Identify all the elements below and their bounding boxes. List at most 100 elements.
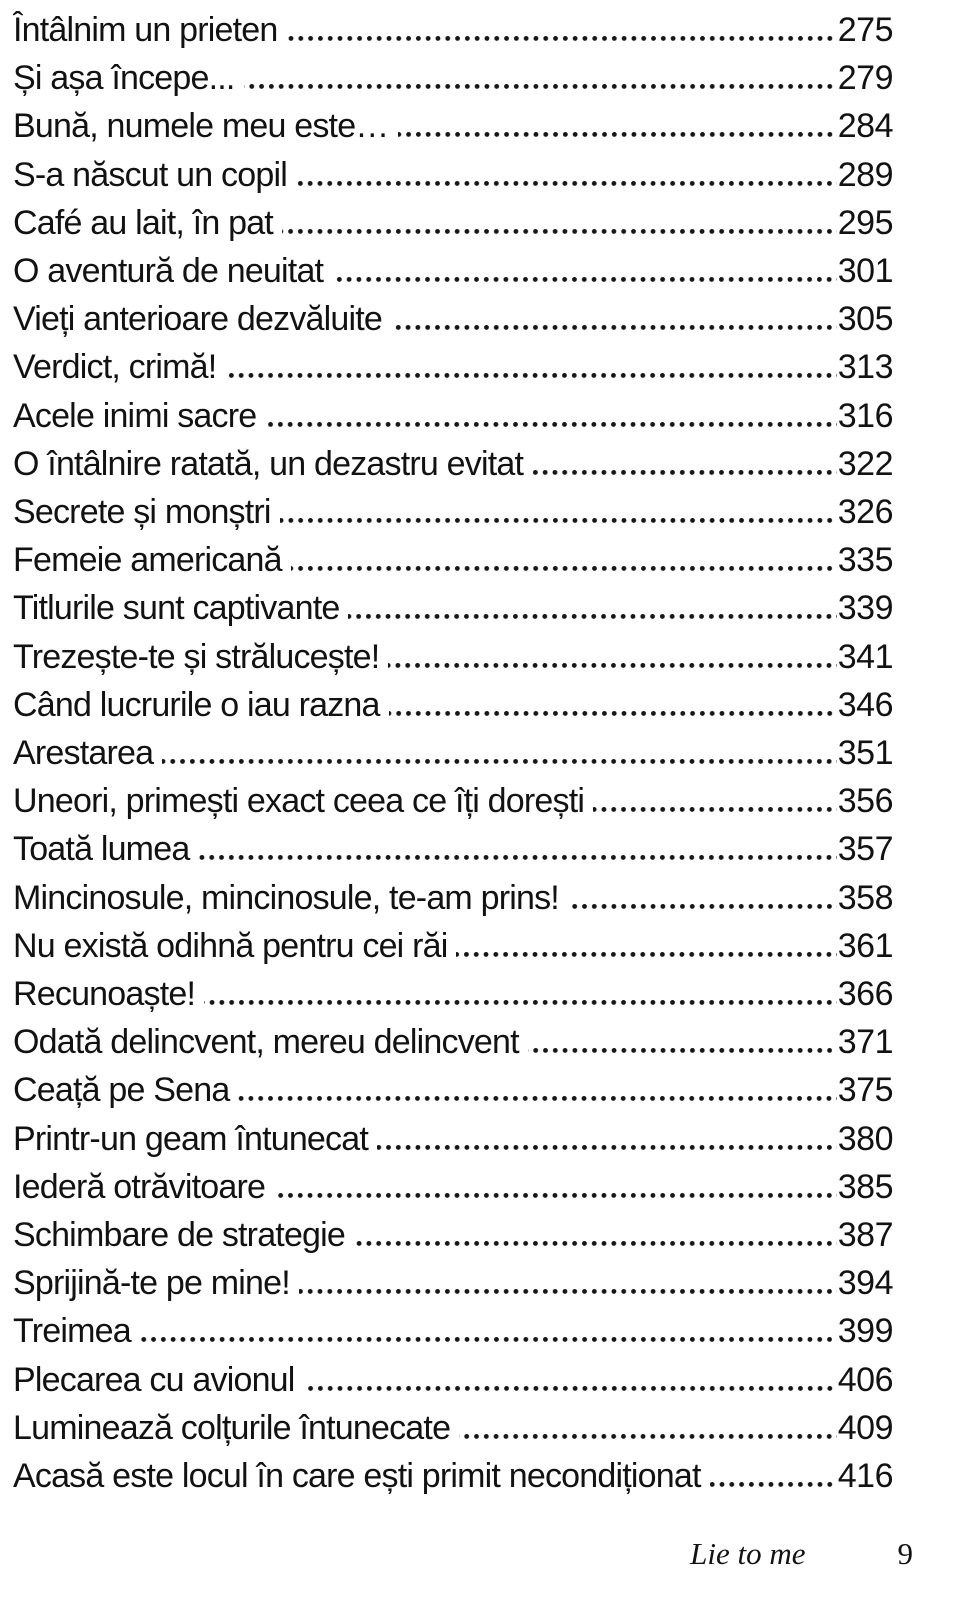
toc-entry-title: Odată delincvent, mereu delincvent [13, 1023, 520, 1062]
dot-leader [348, 614, 837, 620]
toc-entry: Verdict, crimă! 313 [13, 343, 893, 391]
dot-leader [303, 1385, 837, 1391]
toc-entry: Când lucrurile o iau razna 346 [13, 681, 893, 729]
toc-entry-title: Plecarea cu avionul [13, 1360, 295, 1399]
toc-entry-page-number: 339 [837, 589, 893, 628]
toc-entry: Toată lumea 357 [13, 825, 893, 873]
toc-entry: O întâlnire ratată, un dezastru evitat 3… [13, 440, 893, 488]
toc-entry-title: O întâlnire ratată, un dezastru evitat [13, 444, 524, 483]
toc-entry: Recunoaște! 366 [13, 970, 893, 1018]
dot-leader [377, 1144, 837, 1150]
toc-entry: Uneori, primești exact ceea ce îți doreș… [13, 777, 893, 825]
toc-entry: Mincinosule, mincinosule, te-am prins! 3… [13, 874, 893, 922]
toc-entry-title: S-a născut un copil [13, 155, 288, 194]
toc-entry-title: Ceață pe Sena [13, 1071, 230, 1110]
toc-entry-title: O aventură de neuitat [13, 252, 324, 291]
toc-entry: Titlurile sunt captivante 339 [13, 584, 893, 632]
toc-entry: Acele inimi sacre 316 [13, 392, 893, 440]
toc-entry-page-number: 399 [837, 1312, 893, 1351]
toc-entry: Luminează colțurile întunecate 409 [13, 1404, 893, 1452]
toc-entry-page-number: 305 [837, 300, 893, 339]
dot-leader [279, 518, 837, 524]
toc-entry-page-number: 366 [837, 975, 893, 1014]
toc-entry: Iederă otrăvitoare 385 [13, 1163, 893, 1211]
toc-entry: Printr-un geam întunecat 380 [13, 1115, 893, 1163]
toc-entry: S-a născut un copil 289 [13, 151, 893, 199]
toc-entry: Întâlnim un prieten 275 [13, 6, 893, 54]
toc-entry: Ceață pe Sena 375 [13, 1066, 893, 1114]
toc-entry: Café au lait, în pat 295 [13, 199, 893, 247]
toc-entry: O aventură de neuitat 301 [13, 247, 893, 295]
toc-entry: Secrete și monștri 326 [13, 488, 893, 536]
toc-entry-title: Bună, numele meu este… [13, 107, 389, 146]
toc-entry-title: Și așa începe... [13, 59, 235, 98]
dot-leader [281, 228, 837, 234]
toc-entry-title: Când lucrurile o iau razna [13, 685, 380, 724]
footer-page-number: 9 [897, 1536, 914, 1572]
toc-entry-title: Femeie americană [13, 541, 283, 580]
toc-entry-page-number: 358 [837, 878, 893, 917]
toc-entry-page-number: 275 [837, 11, 893, 49]
toc-entry: Vieți anterioare dezvăluite 305 [13, 295, 893, 343]
toc-entry-page-number: 335 [837, 541, 893, 580]
toc-entry-title: Arestarea [13, 734, 154, 773]
toc-entry-title: Recunoaște! [13, 975, 196, 1014]
toc-entry-title: Întâlnim un prieten [13, 11, 278, 49]
toc-entry-page-number: 316 [837, 396, 893, 435]
toc-entry-title: Acasă este locul în care ești primit nec… [13, 1457, 701, 1496]
toc-entry: Schimbare de strategie 387 [13, 1211, 893, 1259]
toc-entry-title: Toată lumea [13, 830, 190, 869]
toc-entry-title: Acele inimi sacre [13, 396, 257, 435]
toc-entry-page-number: 387 [837, 1216, 893, 1255]
dot-leader [204, 1000, 837, 1006]
toc-entry-page-number: 416 [837, 1457, 893, 1496]
dot-leader [274, 1192, 837, 1198]
toc-entry: Odată delincvent, mereu delincvent 371 [13, 1018, 893, 1066]
dot-leader [391, 325, 837, 331]
dot-leader [456, 951, 837, 957]
toc-entry-title: Secrete și monștri [13, 493, 271, 532]
toc-entry-title: Trezește-te și strălucește! [13, 637, 380, 676]
toc-entry-page-number: 394 [837, 1264, 893, 1303]
toc-entry-page-number: 409 [837, 1408, 893, 1447]
dot-leader [198, 855, 837, 861]
toc-entry-page-number: 351 [837, 734, 893, 773]
toc-entry: Arestarea 351 [13, 729, 893, 777]
dot-leader [225, 373, 837, 379]
toc-entry-page-number: 279 [837, 59, 893, 98]
toc-entry: Femeie americană 335 [13, 536, 893, 584]
dot-leader [459, 1433, 837, 1439]
toc-entry-title: Café au lait, în pat [13, 203, 274, 242]
toc-entry-title: Printr-un geam întunecat [13, 1119, 369, 1158]
dot-leader [388, 710, 837, 716]
dot-leader [139, 1337, 837, 1343]
toc-entry-page-number: 326 [837, 493, 893, 532]
table-of-contents: Întâlnim un prieten 275 Și așa începe...… [13, 6, 893, 1500]
toc-entry-page-number: 406 [837, 1360, 893, 1399]
toc-entry-page-number: 380 [837, 1119, 893, 1158]
toc-entry-page-number: 385 [837, 1167, 893, 1206]
toc-entry-page-number: 301 [837, 252, 893, 291]
dot-leader [397, 132, 837, 138]
toc-entry-title: Verdict, crimă! [13, 348, 217, 387]
toc-entry: Bună, numele meu este… 284 [13, 102, 893, 150]
toc-entry-page-number: 356 [837, 782, 893, 821]
toc-entry-title: Sprijină-te pe mine! [13, 1264, 291, 1303]
toc-entry-title: Mincinosule, mincinosule, te-am prins! [13, 878, 560, 917]
toc-entry-page-number: 295 [837, 203, 893, 242]
toc-entry: Sprijină-te pe mine! 394 [13, 1259, 893, 1307]
toc-entry-title: Uneori, primești exact ceea ce îți doreș… [13, 782, 585, 821]
toc-entry-page-number: 313 [837, 348, 893, 387]
dot-leader [295, 180, 837, 186]
toc-entry-title: Iederă otrăvitoare [13, 1167, 266, 1206]
dot-leader [567, 903, 837, 909]
toc-entry: Trezește-te și strălucește! 341 [13, 633, 893, 681]
dot-leader [286, 36, 837, 41]
dot-leader [332, 277, 837, 283]
dot-leader [388, 662, 837, 668]
toc-entry-page-number: 361 [837, 926, 893, 965]
dot-leader [593, 807, 837, 813]
dot-leader [243, 84, 837, 90]
toc-entry: Acasă este locul în care ești primit nec… [13, 1452, 893, 1500]
toc-entry-title: Luminează colțurile întunecate [13, 1408, 451, 1447]
